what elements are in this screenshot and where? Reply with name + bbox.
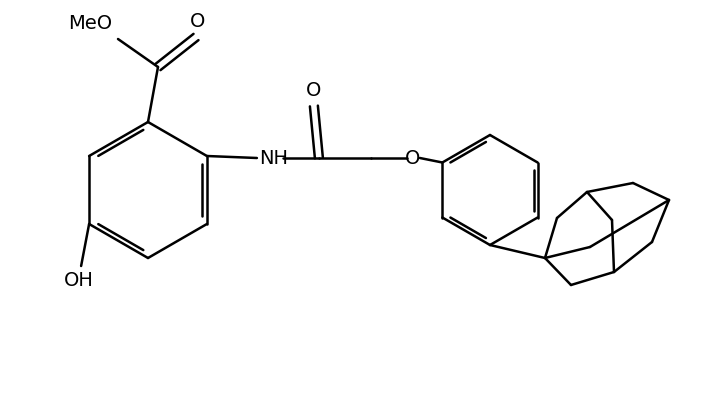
Text: O: O (306, 81, 322, 100)
Text: O: O (190, 12, 205, 31)
Text: NH: NH (259, 149, 288, 167)
Text: O: O (405, 149, 420, 167)
Text: OH: OH (64, 271, 94, 290)
Text: MeO: MeO (68, 14, 112, 33)
